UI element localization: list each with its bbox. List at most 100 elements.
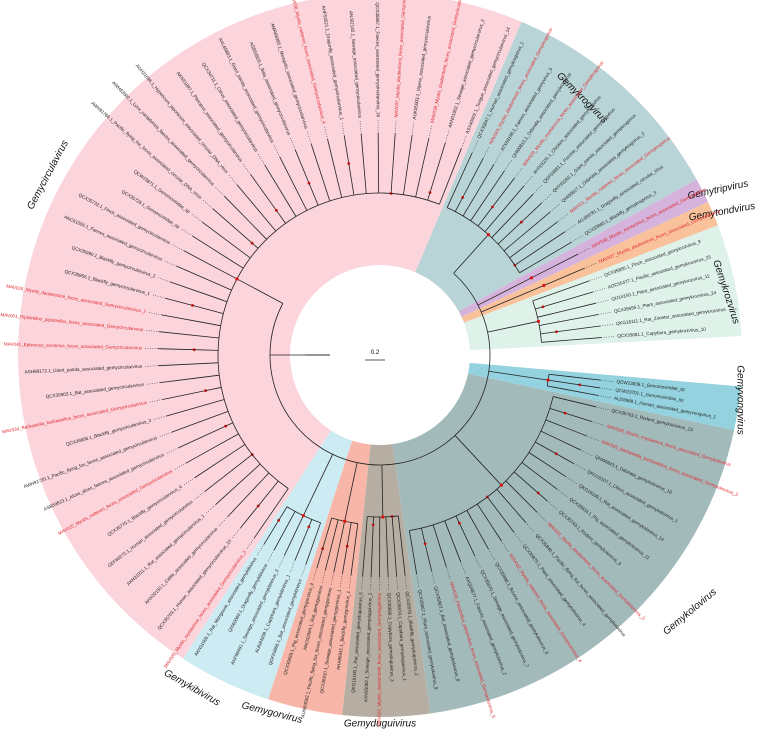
inner-branch [278,506,288,521]
clade-sector [182,430,353,700]
inner-branch [209,280,232,291]
inner-branch [192,305,224,314]
leaf-branch [284,537,294,556]
inner-branch [308,519,313,527]
inner-branch [415,165,424,198]
leaf-branch [579,384,600,389]
leaf-label: QCX35874.1_Capybara_gemyduguivirus_1 [396,592,408,681]
inner-branch [309,522,321,554]
leaf-branch [512,507,527,523]
leaf-branch [305,552,311,565]
node-support [343,519,347,523]
leaf-branch [386,532,389,577]
inner-branch [348,163,355,196]
leaf-branch [575,431,587,437]
leaf-branch [564,412,592,422]
clade-stem [477,277,532,306]
clade-label: Gemyduguivirus [344,719,416,730]
leaf-branch [492,177,515,208]
leaf-branch [333,521,346,573]
inner-branch [231,444,246,454]
leaf-label: ASH99172.1_Giant_panda_associated_gemyci… [25,364,144,375]
leaf-branch [462,158,484,198]
leaf-branch [360,133,366,186]
leaf-branch [484,185,525,232]
leaf-branch [212,208,253,244]
clade-stem [487,320,539,333]
inner-branch [541,339,574,343]
node-support [235,277,239,281]
inner-branch [531,266,554,279]
inner-branch [505,480,512,487]
inner-branch [257,480,279,507]
leaf-branch [224,196,251,223]
inner-branch [454,197,464,212]
inner-branch [548,373,565,377]
inner-branch [187,374,220,380]
leaf-branch [253,501,280,539]
clade-sector [342,444,431,717]
leaf-branch [327,139,339,183]
inner-branch [224,238,251,259]
leaf-label: QCX35866.1_Capybara_gemyduguivirus_3 [387,593,395,682]
clade-sector [415,21,697,312]
inner-branch [540,430,549,435]
inner-branch [279,188,297,217]
leaf-branch [552,396,596,408]
leaf-branch [343,135,350,164]
leaf-label: MAV022_Myotis_daubentonii_feces_associat… [377,592,382,726]
node-support [381,515,385,519]
leaf-label: QCX35887.1_Faeces_associated_gemycircula… [375,2,381,117]
inner-branch [302,203,308,211]
inner-branch [278,488,289,502]
leaf-branch [273,511,296,551]
inner-branch [513,471,539,494]
inner-branch [229,259,244,269]
leaf-branch [482,538,489,549]
node-support [499,483,503,487]
leaf-branch [178,425,226,449]
leaf-branch [485,517,502,542]
inner-branch [397,515,402,540]
inner-branch [521,462,535,473]
leaf-branch [240,505,259,529]
leaf-branch [201,221,225,240]
inner-branch [292,515,304,538]
leaf-branch [554,387,599,396]
inner-branch [337,181,343,198]
leaf-branch [166,399,225,417]
node-support [546,378,550,382]
leaf-branch [324,535,335,571]
inner-branch [455,515,460,524]
inner-branch [408,530,416,563]
leaf-branch [294,526,310,561]
leaf-branch [310,143,331,202]
leaf-branch [514,231,565,266]
clade-stem [488,370,549,381]
leaf-branch [162,390,206,400]
leaf-branch [170,281,220,300]
leaf-branch [362,540,366,577]
inner-branch [532,289,564,302]
inner-branch [503,245,511,252]
leaf-branch [556,453,574,464]
inner-branch [476,503,487,518]
leaf-branch [165,297,193,306]
node-support [486,233,490,237]
inner-branch [251,242,259,249]
leaf-branch [263,520,279,545]
inner-branch [547,385,556,388]
leaf-branch [528,221,558,244]
leaf-branch [538,492,548,502]
leaf-branch [227,478,264,517]
clade-stem [344,462,358,522]
inner-branch [249,221,267,240]
inner-branch [535,441,557,455]
leaf-branch [342,546,348,574]
leaf-branch [204,454,253,492]
inner-branch [205,387,222,392]
leaf-branch [391,516,398,577]
clade-sector [18,0,522,659]
inner-branch [509,243,530,259]
inner-branch [275,210,286,224]
